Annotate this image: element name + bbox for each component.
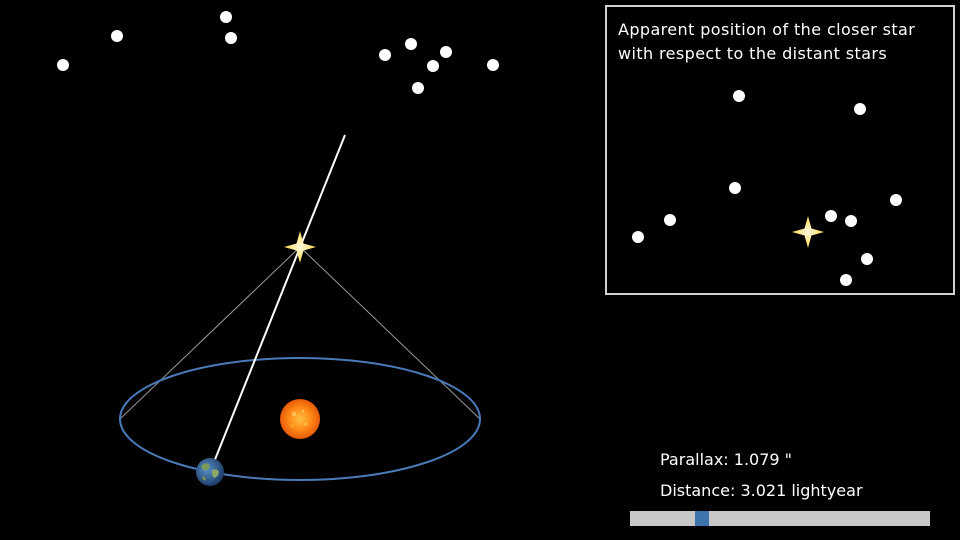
panel-title-line-2: with respect to the distant stars	[618, 44, 888, 63]
distance-value: 3.021	[740, 481, 787, 500]
distance-unit: lightyear	[791, 481, 863, 500]
distant-star	[427, 60, 439, 72]
distant-star	[57, 59, 69, 71]
distance-readout: Distance: 3.021 lightyear	[660, 481, 863, 501]
apparent-distant-star	[854, 103, 866, 115]
apparent-distant-star	[664, 214, 676, 226]
slider-track[interactable]	[630, 511, 930, 526]
distance-label: Distance:	[660, 481, 736, 500]
panel-title-line-1: Apparent position of the closer star	[618, 20, 916, 39]
earth-orbit	[119, 357, 481, 481]
apparent-distant-star	[840, 274, 852, 286]
distant-star	[440, 46, 452, 58]
distant-star	[220, 11, 232, 23]
near-star-icon	[284, 231, 316, 263]
distant-star	[111, 30, 123, 42]
distance-slider[interactable]	[630, 511, 930, 526]
cone-line-left	[119, 246, 301, 420]
apparent-distant-star	[632, 231, 644, 243]
parallax-value: 1.079	[733, 450, 780, 469]
distant-stars	[57, 11, 499, 94]
apparent-distant-star	[733, 90, 745, 102]
distant-star	[379, 49, 391, 61]
measurement-readout: Parallax: 1.079 " Distance: 3.021 lighty…	[660, 450, 863, 512]
earth-icon[interactable]	[196, 458, 224, 486]
apparent-distant-star	[890, 194, 902, 206]
apparent-distant-stars	[632, 90, 902, 286]
distant-star	[225, 32, 237, 44]
line-of-sight	[209, 134, 346, 473]
panel-title: Apparent position of the closer star wit…	[618, 18, 915, 66]
distant-star	[405, 38, 417, 50]
parallax-readout: Parallax: 1.079 "	[660, 450, 863, 470]
slider-thumb[interactable]	[695, 511, 709, 526]
distant-star	[487, 59, 499, 71]
sun-icon	[280, 399, 320, 439]
parallax-unit: "	[784, 450, 793, 469]
parallax-label: Parallax:	[660, 450, 729, 469]
apparent-near-star-icon	[792, 216, 824, 248]
apparent-distant-star	[729, 182, 741, 194]
apparent-distant-star	[825, 210, 837, 222]
cone-line-right	[299, 246, 481, 420]
distant-star	[412, 82, 424, 94]
apparent-distant-star	[861, 253, 873, 265]
apparent-distant-star	[845, 215, 857, 227]
apparent-position-panel: Apparent position of the closer star wit…	[605, 5, 955, 295]
apparent-star-field	[632, 90, 902, 286]
